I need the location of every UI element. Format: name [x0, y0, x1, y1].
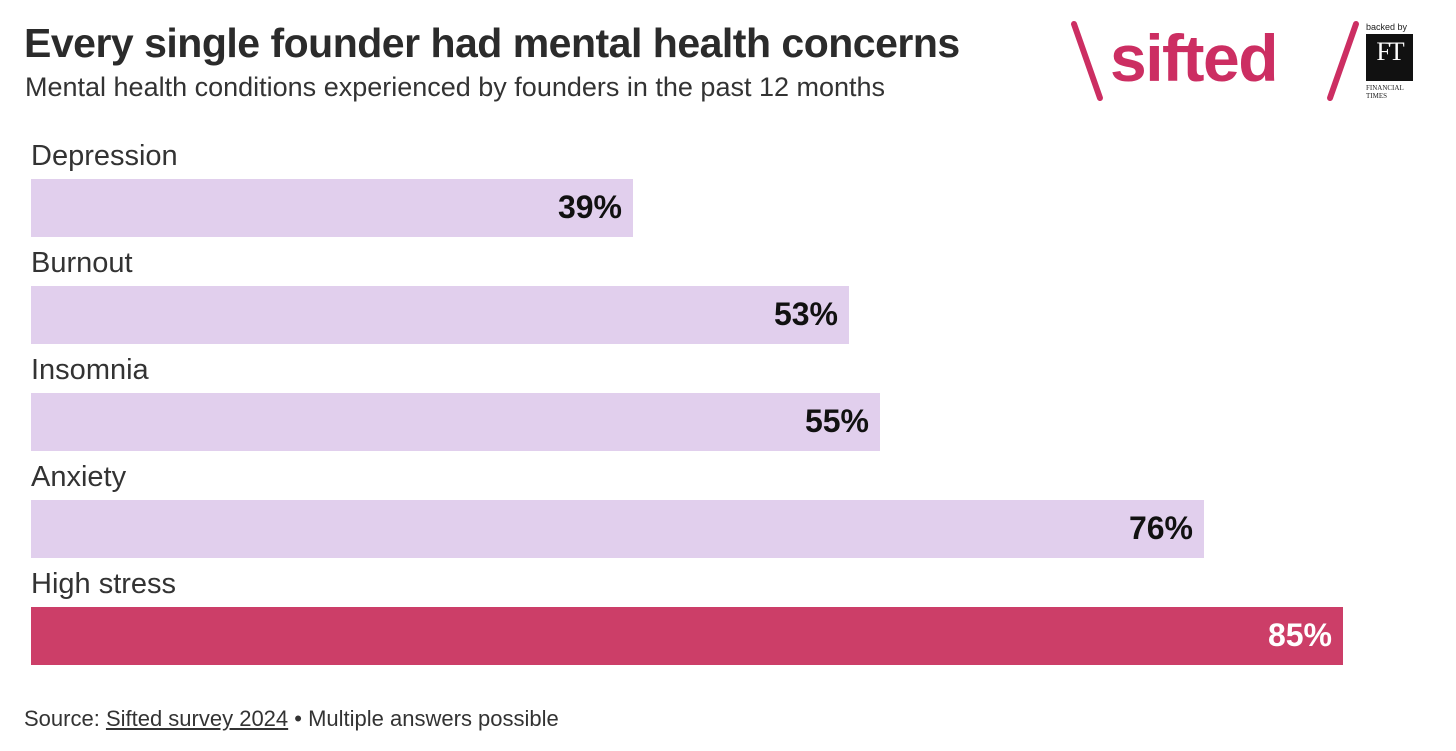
bar-row: Insomnia 55%: [31, 354, 1343, 451]
source-suffix: • Multiple answers possible: [288, 706, 559, 731]
bar-value-label: 76%: [1128, 510, 1193, 546]
bar: 55%: [31, 393, 880, 451]
backed-by-text: backed by: [1366, 22, 1408, 32]
source-prefix: Source:: [24, 706, 106, 731]
bar-row: Anxiety 76%: [31, 461, 1343, 558]
chart-title: Every single founder had mental health c…: [24, 20, 960, 66]
category-label: Depression: [31, 140, 178, 172]
sifted-logo: sifted: [1066, 18, 1366, 104]
bar-row: Burnout 53%: [31, 247, 1343, 344]
chart-subtitle: Mental health conditions experienced by …: [25, 72, 886, 102]
right-slash-icon: [1327, 21, 1359, 101]
ft-name: FINANCIAL TIMES: [1366, 84, 1414, 100]
bar: 85%: [31, 607, 1343, 665]
bar-value-label: 55%: [804, 403, 869, 439]
bar-value-label: 85%: [1267, 617, 1332, 653]
ft-logo: backed by FT FINANCIAL TIMES: [1364, 22, 1414, 106]
bar-row: Depression 39%: [31, 140, 1343, 237]
bar-value-label: 53%: [773, 296, 838, 332]
sifted-wordmark: sifted: [1110, 21, 1279, 95]
source-link[interactable]: Sifted survey 2024: [105, 706, 289, 731]
ft-name-line1: FINANCIAL: [1366, 84, 1404, 92]
bar-chart: Depression 39% Burnout 53% Insomnia 55% Anxiet…: [31, 140, 1343, 670]
ft-name-line2: TIMES: [1366, 92, 1387, 100]
bar: 39%: [31, 179, 633, 237]
bar: 53%: [31, 286, 849, 344]
left-slash-icon: [1071, 21, 1103, 101]
category-label: Burnout: [31, 247, 133, 279]
category-label: High stress: [31, 568, 177, 600]
bar: 76%: [31, 500, 1204, 558]
bar-row: High stress 85%: [31, 568, 1343, 665]
ft-mark: FT: [1366, 34, 1413, 81]
category-label: Anxiety: [31, 461, 127, 493]
category-label: Insomnia: [31, 354, 149, 386]
source-note: Source: Sifted survey 2024 • Multiple an…: [24, 706, 559, 732]
bar-value-label: 39%: [557, 189, 622, 225]
